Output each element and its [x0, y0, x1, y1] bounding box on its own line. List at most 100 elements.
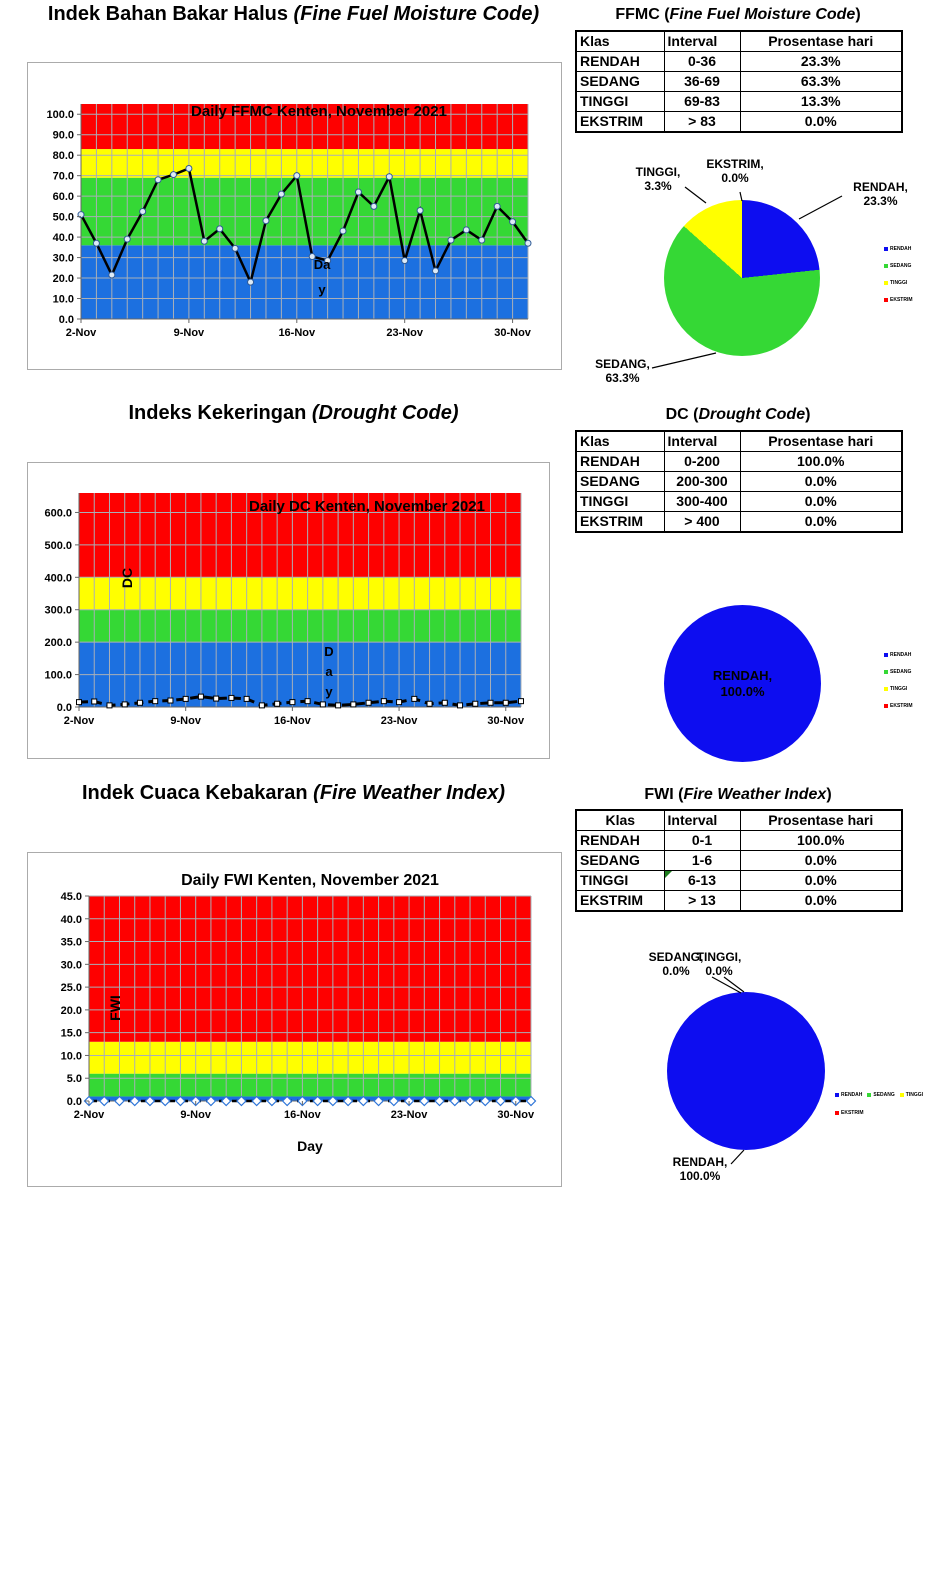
- band-rendah: [89, 1096, 531, 1101]
- data-point-marker: [200, 237, 208, 245]
- table-cell: 13.3%: [739, 91, 903, 112]
- legend-swatch-icon: [867, 1093, 872, 1097]
- table-cell: 69-83: [663, 91, 741, 112]
- fwi-table-title-prefix: FWI (: [644, 786, 684, 803]
- data-point-marker: [380, 698, 387, 705]
- table-header-row: Klas Interval Prosentase hari: [575, 30, 903, 52]
- data-point-marker: [462, 226, 470, 234]
- data-point-marker: [509, 218, 517, 226]
- y-tick-label: 60.0: [53, 191, 74, 203]
- y-tick-label: 20.0: [61, 1005, 82, 1017]
- dc-line-chart: 0.0 100.0 200.0 300.0 400.0 500.0 600.0 2-Nov 9-…: [44, 493, 525, 727]
- fwi-pie-callout-label: TINGGI, 0.0%: [696, 950, 742, 978]
- ffmc-section-title-italic: (Fine Fuel Moisture Code): [293, 3, 540, 25]
- table-row: SEDANG 1-6 0.0%: [575, 850, 903, 871]
- legend-item: RENDAH: [835, 1092, 862, 1098]
- legend-swatch-icon: [884, 687, 888, 691]
- data-point-marker: [91, 698, 98, 705]
- data-point-marker: [123, 235, 131, 243]
- ffmc-section-title-main: Indek Bahan Bakar Halus: [47, 3, 294, 25]
- band-sedang: [79, 609, 521, 643]
- x-tick-label: 16-Nov: [284, 1109, 322, 1121]
- data-point-marker: [251, 1095, 263, 1107]
- legend-swatch-icon: [835, 1093, 839, 1097]
- data-point-marker: [243, 695, 250, 702]
- table-row: SEDANG 200-300 0.0%: [575, 471, 903, 492]
- table-cell: 0-200: [663, 451, 741, 472]
- table-cell: 0.0%: [739, 511, 903, 533]
- data-point-marker: [518, 698, 524, 705]
- fwi-section-title: Indek Cuaca Kebakaran (Fire Weather Inde…: [27, 782, 560, 805]
- y-tick-label: 300.0: [44, 605, 72, 617]
- data-point-marker: [434, 1095, 445, 1107]
- data-point-marker: [220, 1095, 232, 1107]
- x-tick-label: 30-Nov: [497, 1109, 535, 1121]
- table-cell: > 400: [663, 511, 741, 533]
- data-point-marker: [308, 253, 316, 261]
- data-point-marker: [401, 257, 409, 265]
- x-tick-label: 9-Nov: [174, 327, 205, 339]
- legend-swatch-icon: [884, 670, 888, 674]
- y-tick-label: 0.0: [59, 314, 74, 326]
- data-point-marker: [493, 202, 501, 210]
- data-point-marker: [92, 239, 100, 247]
- band-tinggi: [81, 149, 528, 178]
- data-point-marker: [169, 171, 177, 179]
- table-cell: EKSTRIM: [575, 511, 665, 533]
- ffmc-pie-chart: [664, 200, 820, 356]
- ffmc-pie-callout-label: RENDAH, 23.3%: [853, 180, 908, 208]
- x-tick-label: 16-Nov: [278, 327, 316, 339]
- band-ekstrim: [81, 104, 528, 150]
- data-point-marker: [106, 702, 113, 709]
- dc-section-title: Indeks Kekeringan (Drought Code): [27, 402, 560, 425]
- table-row: TINGGI 69-83 13.3%: [575, 91, 903, 112]
- data-point-marker: [441, 699, 448, 706]
- column-header: Klas: [575, 430, 665, 452]
- column-header: Interval: [663, 809, 741, 831]
- table-cell: 36-69: [663, 71, 741, 92]
- legend-label: TINGGI: [890, 280, 908, 286]
- data-point-marker: [167, 697, 174, 704]
- y-tick-label: 5.0: [67, 1073, 82, 1085]
- legend-item: SEDANG: [884, 263, 913, 269]
- y-tick-label: 90.0: [53, 130, 74, 142]
- ffmc-table-title-italic: Fine Fuel Moisture Code: [669, 6, 856, 23]
- table-row: TINGGI 6-13 0.0%: [575, 870, 903, 891]
- data-point-marker: [266, 1095, 278, 1107]
- table-cell: 63.3%: [739, 71, 903, 92]
- dc-pie-chart: RENDAH, 100.0%: [664, 605, 821, 762]
- table-cell: TINGGI: [575, 91, 665, 112]
- ffmc-table-title: FFMC (Fine Fuel Moisture Code): [575, 6, 901, 24]
- x-tick-label: 23-Nov: [386, 327, 424, 339]
- y-tick-label: 10.0: [61, 1050, 82, 1062]
- data-point-marker: [139, 208, 147, 215]
- data-point-marker: [247, 278, 255, 286]
- data-point-marker: [449, 1095, 461, 1107]
- data-point-marker: [274, 700, 281, 707]
- fwi-pie-legend: RENDAH SEDANG TINGGI EKSTRIM: [835, 1084, 946, 1120]
- y-tick-label: 600.0: [44, 507, 72, 519]
- table-cell: EKSTRIM: [575, 111, 665, 133]
- data-point-marker: [262, 217, 270, 225]
- data-point-marker: [342, 1095, 354, 1107]
- legend-swatch-icon: [835, 1111, 839, 1115]
- data-point-marker: [365, 699, 372, 706]
- ffmc-pie-callout-label: SEDANG, 63.3%: [595, 357, 650, 385]
- x-tick-label: 9-Nov: [170, 715, 201, 727]
- data-point-marker: [502, 699, 509, 706]
- ffmc-line-chart-title: Daily FFMC Kenten, November 2021: [191, 103, 447, 120]
- column-header: Klas: [575, 809, 665, 831]
- data-point-marker: [388, 1095, 400, 1107]
- band-tinggi: [79, 577, 521, 610]
- data-point-marker: [335, 702, 342, 709]
- data-point-marker: [228, 694, 235, 701]
- y-tick-label: 40.0: [53, 232, 74, 244]
- data-point-marker: [231, 244, 239, 252]
- table-row: EKSTRIM > 83 0.0%: [575, 111, 903, 133]
- data-point-marker: [216, 225, 224, 233]
- y-tick-label: 40.0: [61, 914, 82, 926]
- data-point-marker: [479, 1095, 491, 1107]
- legend-label: RENDAH: [890, 246, 912, 252]
- band-ekstrim: [89, 896, 531, 1042]
